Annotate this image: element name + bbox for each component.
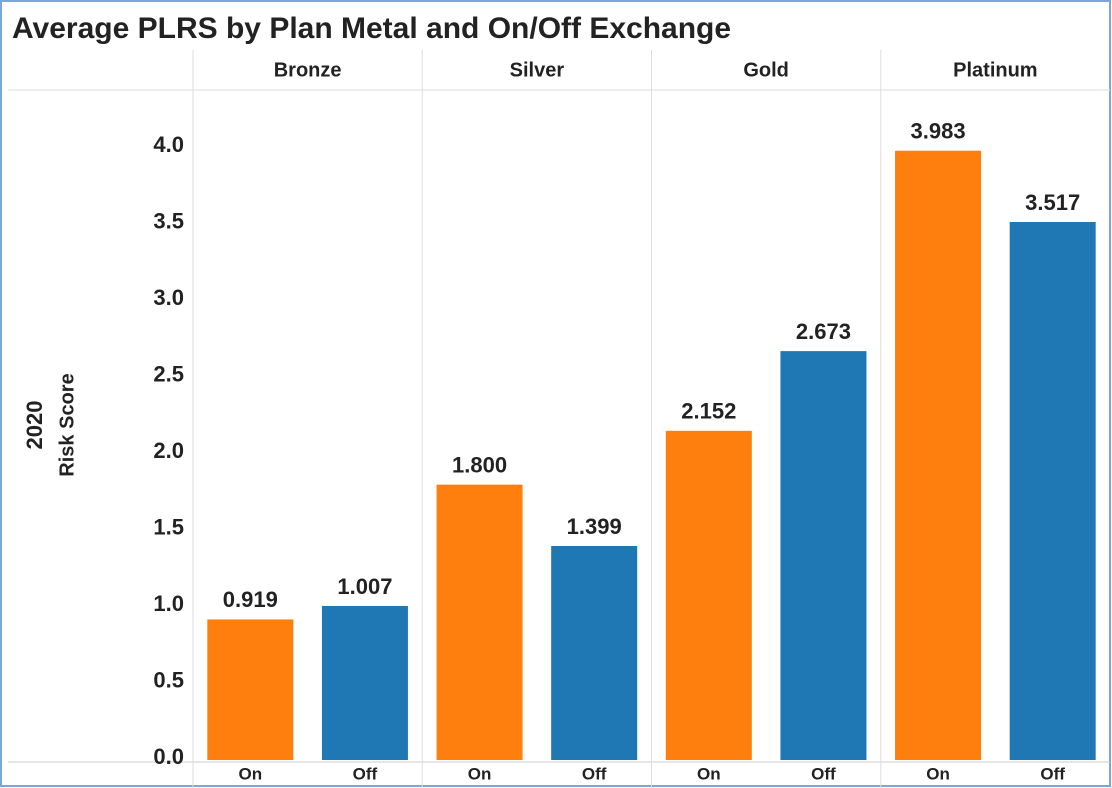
y-axis-title: 2020 [22, 401, 47, 450]
bar [895, 150, 982, 760]
bar [436, 484, 523, 760]
bar [1009, 222, 1096, 760]
value-label: 3.983 [911, 119, 966, 144]
value-label: 1.800 [452, 452, 507, 477]
y-tick-label: 4.0 [153, 132, 184, 157]
bar [551, 545, 638, 760]
value-label: 1.007 [337, 574, 392, 599]
x-tick-label: On [468, 764, 492, 783]
y-tick-label: 3.5 [153, 208, 184, 233]
x-tick-label: Off [1040, 764, 1065, 783]
bar [321, 605, 408, 760]
value-label: 2.152 [681, 399, 736, 424]
group-label: Gold [743, 59, 789, 81]
y-tick-label: 3.0 [153, 285, 184, 310]
group-label: Silver [510, 59, 565, 81]
group-label: Bronze [274, 59, 342, 81]
group-label: Platinum [953, 59, 1037, 81]
value-label: 1.399 [567, 514, 622, 539]
chart-title: Average PLRS by Plan Metal and On/Off Ex… [12, 12, 731, 45]
y-tick-label: 2.0 [153, 438, 184, 463]
y-tick-label: 0.0 [153, 744, 184, 769]
x-tick-label: On [697, 764, 721, 783]
value-label: 2.673 [796, 319, 851, 344]
y-tick-label: 2.5 [153, 361, 184, 386]
x-tick-label: On [926, 764, 950, 783]
x-tick-label: Off [353, 764, 378, 783]
y-tick-label: 1.0 [153, 591, 184, 616]
bar [207, 619, 294, 760]
bar [780, 351, 867, 760]
y-tick-label: 0.5 [153, 667, 184, 692]
y-tick-label: 1.5 [153, 514, 184, 539]
value-label: 3.517 [1025, 190, 1080, 215]
x-tick-label: Off [811, 764, 836, 783]
value-label: 0.919 [223, 587, 278, 612]
x-tick-label: Off [582, 764, 607, 783]
x-tick-label: On [239, 764, 263, 783]
bar [665, 430, 752, 760]
y-axis-title: Risk Score [56, 373, 78, 476]
